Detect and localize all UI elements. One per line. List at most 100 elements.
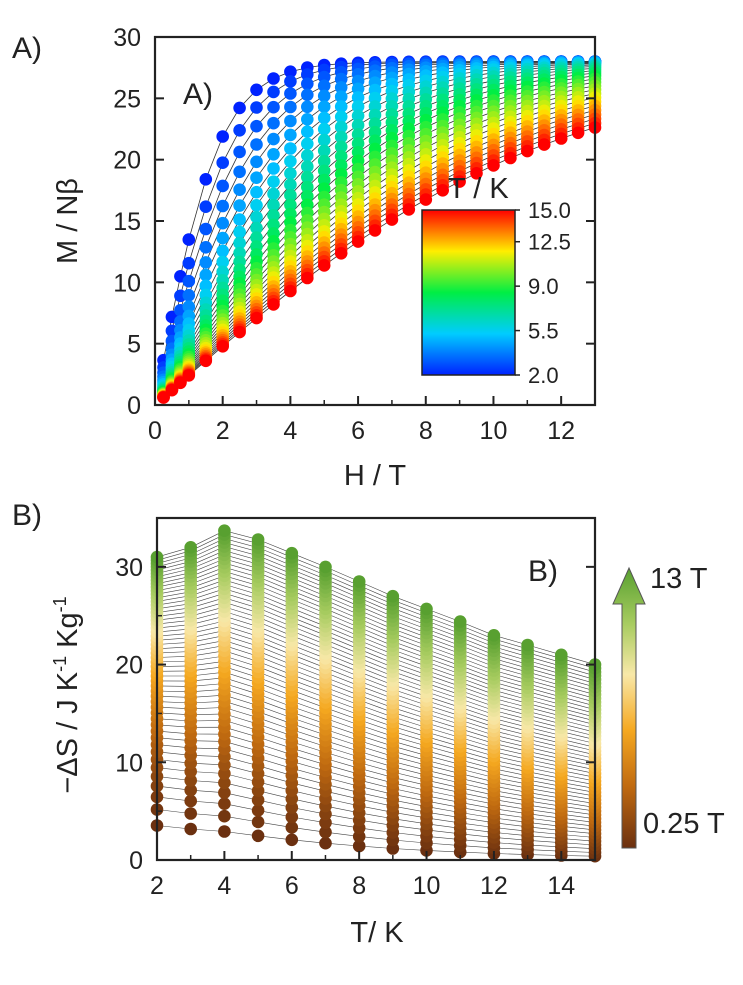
- panel-a-series-line: [163, 61, 595, 377]
- panel-a-point: [216, 255, 229, 269]
- panel-b-y-tick-label: 30: [115, 554, 143, 582]
- panel-b-point: [184, 774, 197, 787]
- panel-a-point: [301, 88, 314, 102]
- panel-a-point: [284, 65, 297, 78]
- panel-a-point: [233, 325, 246, 339]
- panel-a-colorbar-tick-label: 9.0: [528, 274, 559, 299]
- panel-a-point: [334, 159, 348, 172]
- panel-b-point: [285, 821, 299, 834]
- panel-a-point: [351, 128, 365, 141]
- panel-a-point: [250, 119, 263, 133]
- panel-b-y-title-sup2: -1: [50, 596, 70, 612]
- panel-a-point: [250, 231, 263, 244]
- panel-a-series-line: [163, 101, 596, 397]
- panel-a-point: [301, 125, 314, 138]
- panel-a-point: [317, 173, 331, 187]
- panel-b-point: [218, 776, 231, 790]
- panel-b-point: [251, 784, 265, 797]
- panel-a-point: [284, 178, 297, 191]
- panel-a-point: [368, 224, 382, 237]
- panel-b-x-tick-label: 4: [217, 872, 231, 900]
- panel-b-point: [487, 629, 501, 642]
- panel-b-point: [420, 602, 433, 616]
- panel-a-series-line: [163, 81, 596, 394]
- panel-a-point: [301, 113, 314, 126]
- panel-a-point: [284, 128, 297, 142]
- panel-b-colorbar-top-label: 13 T: [650, 563, 708, 595]
- panel-a-colorbar-tick-label: 15.0: [528, 198, 571, 223]
- panel-a-y-tick-label: 30: [113, 24, 141, 52]
- panel-a-ticks: 0 2 4 6 8 10 12 0 5 10 15 20 25 30: [113, 24, 595, 445]
- panel-a-series-line: [163, 93, 596, 396]
- panel-a-y-tick-label: 25: [113, 85, 141, 113]
- panel-a-point: [317, 144, 331, 158]
- panel-a-point: [334, 110, 348, 124]
- panel-a-series-line: [163, 89, 596, 395]
- panel-b-inner-label: B): [528, 555, 558, 588]
- panel-b-point: [521, 638, 534, 652]
- panel-a-series-line: [163, 72, 596, 392]
- panel-a-data: [157, 55, 602, 404]
- panel-a-series-line: [163, 61, 596, 383]
- panel-a-point: [157, 391, 170, 404]
- panel-a-point: [233, 165, 246, 179]
- panel-a-y-tick-label: 15: [113, 208, 141, 236]
- panel-a-point: [182, 233, 196, 246]
- panel-a-point: [317, 70, 331, 84]
- panel-a-point: [317, 89, 331, 103]
- panel-a-point: [301, 160, 314, 173]
- panel-a-colorbar-title: T / K: [448, 173, 509, 205]
- panel-a-point: [334, 100, 348, 113]
- panel-a-series-line: [163, 70, 596, 391]
- panel-a-point: [351, 235, 365, 248]
- panel-a-point: [199, 279, 213, 293]
- panel-a-point: [233, 145, 246, 159]
- panel-a-point: [385, 213, 399, 226]
- panel-a-point: [284, 284, 297, 298]
- panel-a-series-line: [163, 61, 596, 380]
- panel-a-point: [487, 159, 500, 172]
- panel-a-colorbar-tick-label: 5.5: [528, 319, 559, 344]
- panel-b-point: [319, 560, 332, 574]
- panel-b-point: [285, 801, 299, 814]
- panel-a-point: [250, 210, 263, 224]
- panel-a-point: [182, 369, 196, 382]
- panel-b-point: [218, 524, 231, 537]
- panel-a-point: [250, 155, 263, 169]
- panel-a-point: [317, 259, 331, 272]
- panel-b-point: [251, 804, 265, 817]
- panel-a-point: [351, 91, 365, 104]
- panel-b-y-tick-label: 10: [115, 749, 143, 777]
- panel-a-point: [301, 77, 314, 91]
- panel-a-point: [301, 180, 314, 194]
- panel-a-point: [174, 376, 187, 390]
- panel-a-point: [301, 68, 314, 81]
- panel-a-series-line: [163, 75, 596, 393]
- panel-b-point: [218, 825, 231, 838]
- panel-a-x-tick-label: 2: [216, 417, 230, 445]
- panel-a-point: [250, 221, 263, 235]
- panel-a-series-line: [163, 85, 596, 395]
- panel-a-y-title: M / Nβ: [52, 178, 84, 264]
- panel-b-y-title: −ΔS / J K-1 Kg-1: [50, 596, 84, 793]
- panel-a-point: [233, 213, 246, 226]
- panel-b-colorbar: 13 T 0.25 T: [612, 563, 725, 849]
- panel-b-y-title-mid: Kg: [52, 612, 84, 656]
- panel-a-series-line: [163, 105, 596, 397]
- panel-b-point: [218, 786, 231, 799]
- panel-b-point: [251, 815, 265, 829]
- panel-a-point: [199, 256, 213, 269]
- panel-a-series-line: [163, 122, 596, 398]
- panel-a-point: [233, 101, 246, 115]
- panel-a-point: [267, 148, 280, 161]
- panel-a-point: [521, 144, 534, 158]
- panel-a-point: [199, 354, 213, 368]
- panel-a-point: [216, 340, 229, 353]
- panel-b-x-tick-label: 2: [150, 872, 164, 900]
- panel-a-point: [284, 142, 297, 155]
- panel-a-point: [233, 225, 246, 239]
- panel-a-point: [301, 137, 314, 151]
- panel-b-y-tick-label: 20: [115, 652, 143, 680]
- panel-a-series-line: [163, 62, 596, 385]
